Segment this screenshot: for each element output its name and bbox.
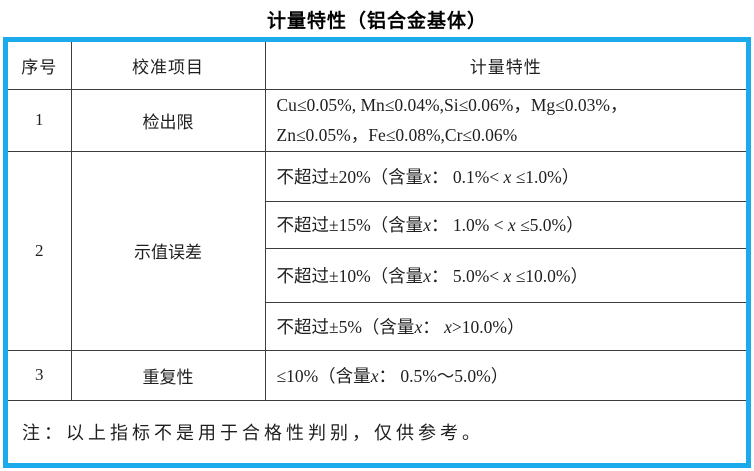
note-text: 注：以上指标不是用于合格性判别，仅供参考。 xyxy=(8,400,746,463)
metrology-table: 序号 校准项目 计量特性 1 检出限 Cu≤0.05%, Mn≤0.04%,Si… xyxy=(8,42,746,463)
table-row-indication-error-2: 不超过±15%（含量x： 1.0% < x ≤5.0%） xyxy=(8,201,746,249)
table-row-indication-error-1: 2 示值误差 不超过±20%（含量x： 0.1%< x ≤1.0%） xyxy=(8,151,746,351)
row3-item: 重复性 xyxy=(71,350,266,401)
row2-spec-2: 不超过±15%（含量x： 1.0% < x ≤5.0%） xyxy=(265,201,746,249)
col-header-item: 校准项目 xyxy=(71,42,266,90)
table-row-repeatability: 3 重复性 ≤10%（含量x： 0.5%～5.0%） xyxy=(8,350,746,401)
table-row-indication-error-4: 不超过±5%（含量x： x>10.0%） xyxy=(8,302,746,351)
row1-item: 检出限 xyxy=(71,89,266,152)
table-row-detection-limit: 1 检出限 Cu≤0.05%, Mn≤0.04%,Si≤0.06%，Mg≤0.0… xyxy=(8,89,746,152)
row1-no: 1 xyxy=(8,89,72,152)
col-header-spec: 计量特性 xyxy=(265,42,746,90)
row1-spec-line2: Zn≤0.05%，Fe≤0.08%,Cr≤0.06% xyxy=(276,125,518,145)
row1-spec-line1: Cu≤0.05%, Mn≤0.04%,Si≤0.06%，Mg≤0.03%， xyxy=(276,95,628,115)
row2-spec-1: 不超过±20%（含量x： 0.1%< x ≤1.0%） xyxy=(265,151,746,202)
note-row: 注：以上指标不是用于合格性判别，仅供参考。 xyxy=(8,400,746,463)
row1-spec-cell: Cu≤0.05%, Mn≤0.04%,Si≤0.06%，Mg≤0.03%， Zn… xyxy=(265,89,746,152)
row3-spec: ≤10%（含量x： 0.5%～5.0%） xyxy=(265,350,746,401)
row2-spec-4: 不超过±5%（含量x： x>10.0%） xyxy=(265,302,746,351)
doc-title: 计量特性（铝合金基体） xyxy=(266,11,487,32)
row2-item: 示值误差 xyxy=(71,151,266,351)
row3-no: 3 xyxy=(8,350,72,401)
metrology-table-frame: 序号 校准项目 计量特性 1 检出限 Cu≤0.05%, Mn≤0.04%,Si… xyxy=(3,37,751,468)
col-header-no: 序号 xyxy=(8,42,72,90)
row2-no: 2 xyxy=(8,151,72,351)
header-row: 序号 校准项目 计量特性 xyxy=(8,42,746,90)
row2-spec-3: 不超过±10%（含量x： 5.0%< x ≤10.0%） xyxy=(265,248,746,303)
table-row-indication-error-3: 不超过±10%（含量x： 5.0%< x ≤10.0%） xyxy=(8,248,746,303)
